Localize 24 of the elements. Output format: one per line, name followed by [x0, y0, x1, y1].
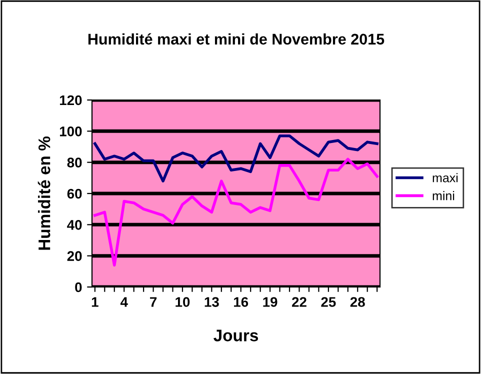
x-tick-label: 16	[234, 297, 248, 307]
y-axis-title: Humidité en %	[38, 136, 50, 250]
y-tick-label: 100	[60, 126, 82, 136]
chart-title: Humidité maxi et mini de Novembre 2015	[88, 33, 384, 45]
line-series	[94, 158, 378, 267]
y-tick-label: 80	[67, 158, 82, 168]
y-tick-label: 40	[67, 220, 82, 230]
y-tick-label: 0	[75, 282, 82, 292]
x-tick-label: 7	[150, 297, 157, 307]
y-tick-label: 20	[67, 251, 82, 262]
x-tick-label: 13	[204, 297, 219, 307]
x-tick-label: 1	[92, 297, 98, 307]
x-tick-label: 25	[321, 297, 336, 307]
x-tick-label: 4	[120, 297, 128, 307]
x-tick-label: 19	[263, 297, 278, 307]
y-tick-label: 60	[67, 188, 82, 199]
legend-label: maxi	[432, 173, 458, 182]
line-series	[94, 134, 378, 182]
x-tick-label: 28	[350, 297, 365, 307]
x-tick-label: 10	[176, 297, 190, 307]
x-axis-title: Jours	[214, 330, 258, 342]
x-tick-label: 22	[292, 297, 306, 307]
legend-label: mini	[432, 191, 454, 200]
y-tick-label: 120	[60, 95, 82, 106]
